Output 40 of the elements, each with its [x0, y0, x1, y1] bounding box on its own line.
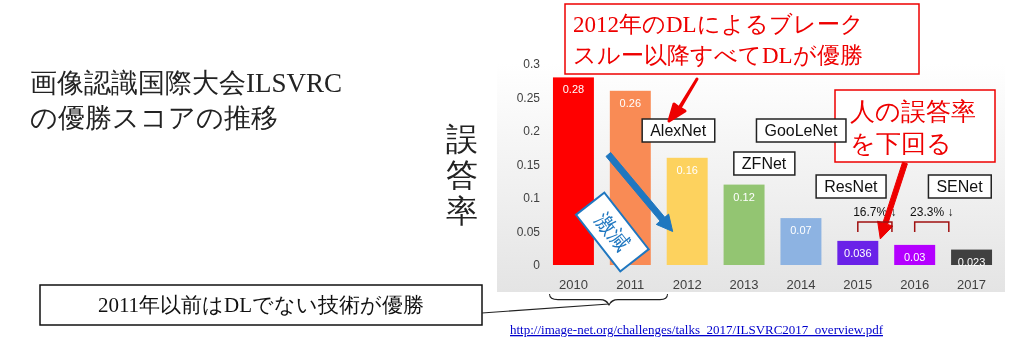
y-tick-label: 0.2	[523, 124, 541, 138]
annotation: ZFNet	[741, 155, 787, 172]
data-label: 0.07	[790, 224, 812, 237]
x-tick-label: 2011	[616, 277, 645, 292]
y-tick-label: 0	[533, 258, 541, 272]
text: 2011年以前はDLでない技術が優勝	[97, 293, 425, 317]
annotation: 16.7% ↓	[853, 205, 897, 219]
data-label: 0.28	[562, 83, 585, 96]
y-axis-title: 誤答率	[446, 121, 478, 229]
y-tick-label: 0.05	[516, 224, 541, 239]
x-tick-label: 2016	[900, 277, 930, 292]
data-label: 0.023	[957, 255, 986, 268]
data-label: 0.12	[733, 190, 755, 203]
data-label: 0.03	[903, 250, 926, 263]
text: 画像認識国際大会ILSVRC	[30, 68, 343, 98]
annotation: 23.3% ↓	[910, 205, 954, 219]
data-label: 0.036	[844, 246, 872, 259]
x-tick-label: 2017	[957, 277, 987, 292]
annotation: スルー以降すべてDLが優勝	[573, 43, 863, 68]
annotation: 激減	[590, 208, 635, 256]
y-tick-label: 0.1	[523, 191, 541, 205]
annotation: SENet	[936, 178, 984, 195]
text: 2012年のDLによるブレーク	[573, 12, 864, 37]
y-tick-label: 0.25	[516, 90, 541, 105]
annotation: GooLeNet	[764, 122, 838, 139]
x-tick-label: 2012	[672, 277, 702, 292]
x-tick-label: 2015	[843, 277, 873, 292]
annotation: ResNet	[824, 178, 879, 195]
x-tick-label: 2013	[729, 277, 759, 292]
y-tick-label: 0.15	[516, 157, 541, 172]
y-tick-label: 0.3	[523, 57, 541, 71]
annotation: 人の誤答率	[850, 97, 976, 125]
data-label: 0.26	[619, 96, 642, 109]
x-tick-label: 2010	[558, 277, 588, 292]
data-label: 0.16	[676, 163, 698, 176]
text: http://image-net.org/challenges/talks_2017/ILSVRC2017_overview.pdf	[510, 322, 884, 337]
annotation: AlexNet	[650, 122, 707, 139]
annotation: を下回る	[850, 129, 952, 157]
text: の優勝スコアの推移	[30, 103, 278, 133]
x-tick-label: 2014	[786, 277, 816, 292]
